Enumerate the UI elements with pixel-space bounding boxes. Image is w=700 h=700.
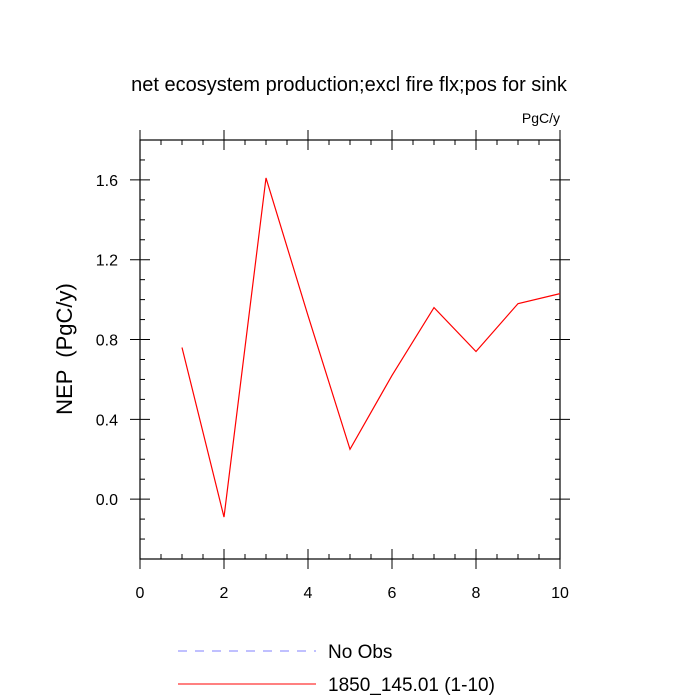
plot-frame [139,139,561,560]
y-tick-label: 0.8 [96,333,118,350]
x-tick-label: 8 [472,585,481,602]
legend: No Obs 1850_145.01 (1-10) [178,642,495,696]
y-tick-label: 1.2 [96,253,118,270]
x-tick-labels: 0 2 4 6 8 10 [136,585,569,602]
series-line-1 [181,177,561,518]
series-layer [181,177,561,518]
x-tick-label: 6 [388,585,397,602]
y-tick-label: 0.4 [96,412,118,429]
y-tick-labels: 0.0 0.4 0.8 1.2 1.6 [96,173,118,509]
legend-label-1: 1850_145.01 (1-10) [328,675,495,696]
units-label: PgC/y [522,110,560,126]
legend-label-0: No Obs [328,642,392,663]
y-tick-label: 0.0 [96,492,118,509]
x-tick-label: 2 [220,585,229,602]
x-tick-label: 0 [136,585,145,602]
axis-ticks [130,130,570,569]
x-tick-label: 4 [304,585,313,602]
y-tick-label: 1.6 [96,173,118,190]
chart-title: net ecosystem production;excl fire flx;p… [131,74,568,96]
y-axis-label: NEP (PgC/y) [52,283,77,415]
x-tick-label: 10 [551,585,569,602]
